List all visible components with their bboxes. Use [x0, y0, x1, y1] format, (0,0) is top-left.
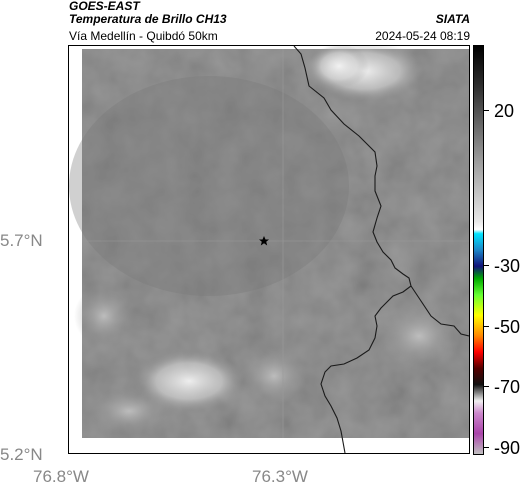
product-title: Temperatura de Brillo CH13	[69, 12, 227, 26]
colorbar-label: -70	[494, 377, 521, 397]
colorbar	[473, 45, 484, 455]
lat-label-5-2: 5.2°N	[0, 445, 43, 464]
lon-label-76-8: 76.8°W	[33, 467, 89, 486]
colorbar-label: 20	[494, 101, 515, 121]
lon-label-76-3: 76.3°W	[252, 467, 308, 486]
cloud-bottom-left-b	[84, 386, 174, 436]
cloud-bottom-center	[239, 346, 309, 406]
department-border	[293, 46, 412, 453]
cloud-right	[374, 301, 464, 371]
satellite-name: GOES-EAST	[69, 0, 140, 13]
colorbar-tick	[484, 110, 489, 111]
cloud-top-right-b	[309, 46, 369, 88]
colorbar-label: -30	[494, 256, 521, 276]
timestamp-label: 2024-05-24 08:19	[375, 29, 470, 43]
colorbar-tick	[484, 265, 489, 266]
lat-label-5-7: 5.7°N	[0, 231, 43, 250]
satellite-map[interactable]	[69, 46, 469, 453]
map-frame[interactable]	[68, 45, 470, 454]
organization-label: SIATA	[435, 12, 470, 26]
star-icon[interactable]	[259, 236, 269, 246]
cloud-left	[74, 286, 134, 346]
colorbar-label: -90	[494, 438, 521, 458]
colorbar-label: -50	[494, 317, 521, 337]
cloud-region	[69, 76, 349, 296]
colorbar-tick	[484, 447, 489, 448]
colorbar-tick	[484, 326, 489, 327]
colorbar-tick	[484, 386, 489, 387]
department-border-east	[410, 285, 469, 337]
route-label: Vía Medellín - Quibdó 50km	[69, 29, 218, 43]
